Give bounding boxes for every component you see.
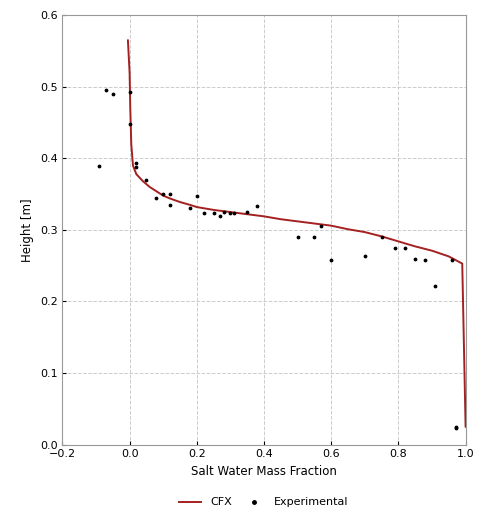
Point bbox=[186, 204, 194, 213]
Point bbox=[327, 256, 335, 264]
Point bbox=[294, 233, 301, 241]
Point bbox=[153, 194, 160, 202]
Point bbox=[243, 208, 251, 216]
Point bbox=[391, 244, 399, 252]
Point bbox=[317, 222, 325, 230]
Point bbox=[210, 210, 217, 218]
Point bbox=[361, 251, 369, 260]
Point bbox=[452, 423, 459, 431]
Point bbox=[166, 201, 174, 209]
Point bbox=[411, 254, 419, 263]
Legend: CFX, Experimental: CFX, Experimental bbox=[175, 493, 353, 511]
Point bbox=[220, 208, 228, 216]
Point bbox=[200, 208, 207, 217]
Point bbox=[311, 233, 318, 241]
Point bbox=[102, 86, 110, 95]
Point bbox=[253, 202, 261, 211]
Point bbox=[143, 176, 150, 184]
Y-axis label: Height [m]: Height [m] bbox=[21, 198, 34, 262]
Point bbox=[193, 192, 201, 200]
Point bbox=[230, 210, 238, 218]
Point bbox=[159, 190, 167, 198]
Point bbox=[216, 212, 224, 220]
Point bbox=[227, 210, 234, 218]
Point bbox=[126, 120, 133, 128]
Point bbox=[132, 159, 140, 168]
Point bbox=[401, 244, 409, 252]
Point bbox=[132, 163, 140, 171]
X-axis label: Salt Water Mass Fraction: Salt Water Mass Fraction bbox=[191, 465, 337, 478]
Point bbox=[421, 256, 429, 264]
Point bbox=[378, 233, 385, 241]
Point bbox=[166, 190, 174, 198]
Point bbox=[432, 282, 439, 290]
Point bbox=[96, 161, 103, 170]
Point bbox=[448, 256, 456, 264]
Point bbox=[452, 424, 459, 432]
Point bbox=[126, 88, 133, 96]
Point bbox=[109, 90, 117, 98]
